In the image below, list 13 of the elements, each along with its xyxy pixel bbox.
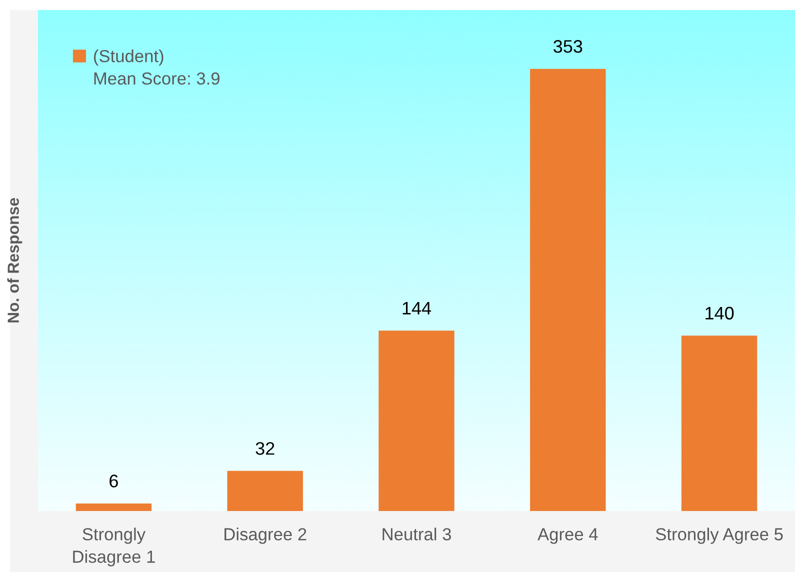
annotation: Mean Score: 3.9 — [94, 72, 220, 85]
data-label: 140 — [706, 306, 734, 320]
legend-label: (Student) — [94, 50, 164, 66]
data-label: 353 — [554, 40, 582, 53]
data-label: 32 — [256, 442, 274, 455]
data-label: 6 — [110, 474, 118, 488]
x-tick-label: Disagree 2 — [224, 528, 306, 544]
x-tick-label: Neutral 3 — [382, 528, 451, 540]
x-tick-label: Agree 4 — [538, 528, 598, 544]
x-tick-label: Strongly Disagree 1 — [73, 528, 155, 566]
data-label: 144 — [402, 302, 432, 314]
y-axis-title: No. of Response — [7, 198, 22, 322]
x-tick-label: Strongly Agree 5 — [656, 528, 783, 544]
